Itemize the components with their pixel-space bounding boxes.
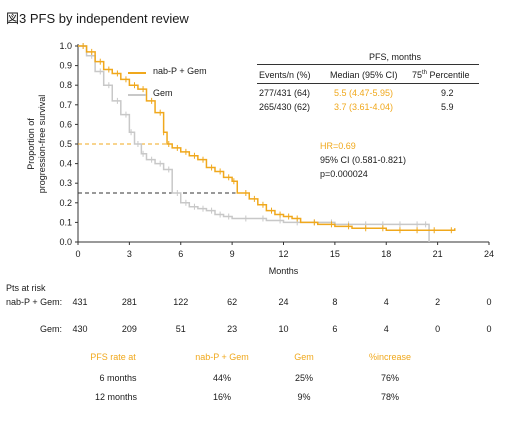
risk-count-row2-t9: 23 [227,324,238,334]
risk-count-row2-t24: 0 [486,324,492,334]
stats-row2-median: 3.7 (3.61-4.04) [334,102,394,112]
stats-rule [257,64,479,65]
y-tick-label: 0.8 [59,80,72,90]
risk-count-row1-t6: 122 [173,297,189,307]
y-axis-label: Proportion ofprogression-free survival [26,95,47,194]
y-axis-label-line1: Proportion of [26,118,36,170]
stats-row2-events: 265/430 (62) [259,102,311,112]
risk-count-row1-t24: 0 [486,297,492,307]
y-axis-label-line2: progression-free survival [37,95,47,194]
km-plot: 0.0 0.1 0.2 0.3 0.4 0.5 0.6 0.7 0.8 0.9 1.0 0 3 6 9 12 1… [26,41,494,276]
stats-col-p75-sup: th [422,70,428,76]
rate-row1-gem: 25% [294,373,314,383]
x-tick-label: 6 [178,249,183,259]
y-tick-label: 0.1 [59,217,72,227]
risk-count-row2-t6: 51 [175,324,186,334]
legend-label-gem: Gem [153,88,173,98]
risk-count-row2-t3: 209 [121,324,137,334]
rate-row2-nab: 16% [212,392,232,402]
x-tick-label: 3 [127,249,132,259]
legend-label-nab: nab-P + Gem [153,66,207,76]
hr-value: HR=0.69 [320,141,356,151]
risk-count-row1-t21: 2 [435,297,441,307]
x-tick-label: 21 [433,249,443,259]
stats-col-median: Median (95% CI) [330,70,398,80]
risk-header: Pts at risk [6,283,46,293]
x-tick-label: 0 [75,249,80,259]
rate-row1-increase: 76% [380,373,400,383]
risk-count-row2-t15: 6 [332,324,338,334]
risk-count-row2-t0: 430 [72,324,88,334]
x-axis-label: Months [269,266,299,276]
legend-swatch-nab [128,72,146,74]
stats-col-events: Events/n (%) [259,70,311,80]
x-tick-label: 9 [230,249,235,259]
y-tick-label: 0.3 [59,178,72,188]
y-tick-label: 0.7 [59,100,72,110]
legend-swatch-gem [128,94,146,96]
y-tick-label: 0.4 [59,159,72,169]
risk-count-row2-t18: 4 [383,324,389,334]
y-tick-label: 0.5 [59,139,72,149]
rate-row1-nab: 44% [212,373,232,383]
risk-count-row1-t3: 281 [121,297,137,307]
x-tick-label: 12 [278,249,288,259]
y-tick-label: 1.0 [59,41,72,51]
stats-row2-p75: 5.9 [441,102,454,112]
stats-row1-p75: 9.2 [441,88,454,98]
risk-count-row1-t18: 4 [383,297,389,307]
hr-ci: 95% CI (0.581-0.821) [320,155,407,165]
risk-row2-label: Gem: [40,324,63,334]
y-tick-label: 0.0 [59,237,72,247]
y-tick-label: 0.6 [59,119,72,129]
stats-col-p75-num: 75 [412,70,423,80]
rate-row1-label: 6 months [99,373,137,383]
risk-row1-label: nab-P + Gem: [6,297,63,307]
stats-col-p75: 75th Percentile [412,70,470,80]
risk-count-row1-t15: 8 [332,297,338,307]
rate-row2-gem: 9% [297,392,311,402]
series-nab-line [78,45,456,231]
x-tick-label: 18 [381,249,391,259]
hr-p: p=0.000024 [320,169,368,179]
rate-header-label: PFS rate at [90,352,136,362]
risk-count-row1-t9: 62 [227,297,238,307]
stats-row1-median: 5.5 (4.47-5.95) [334,88,394,98]
risk-count-row1-t12: 24 [278,297,289,307]
chart-title: 図3 PFS by independent review [6,11,189,26]
stats-col-p75-rest: Percentile [427,70,470,80]
risk-count-row2-t12: 10 [278,324,289,334]
risk-count-row2-t21: 0 [435,324,441,334]
x-tick-label: 15 [330,249,340,259]
rate-header-nab: nab-P + Gem [195,352,249,362]
rate-header-gem: Gem [294,352,314,362]
stats-caption: PFS, months [368,52,422,62]
y-tick-label: 0.2 [59,198,72,208]
y-tick-label: 0.9 [59,61,72,71]
risk-count-row1-t0: 431 [72,297,88,307]
rate-row2-label: 12 months [94,392,138,402]
x-tick-label: 24 [484,249,494,259]
rate-header-increase: %increase [368,352,412,362]
rate-row2-increase: 78% [380,392,400,402]
stats-rule-2 [257,83,479,84]
stats-row1-events: 277/431 (64) [259,88,311,98]
